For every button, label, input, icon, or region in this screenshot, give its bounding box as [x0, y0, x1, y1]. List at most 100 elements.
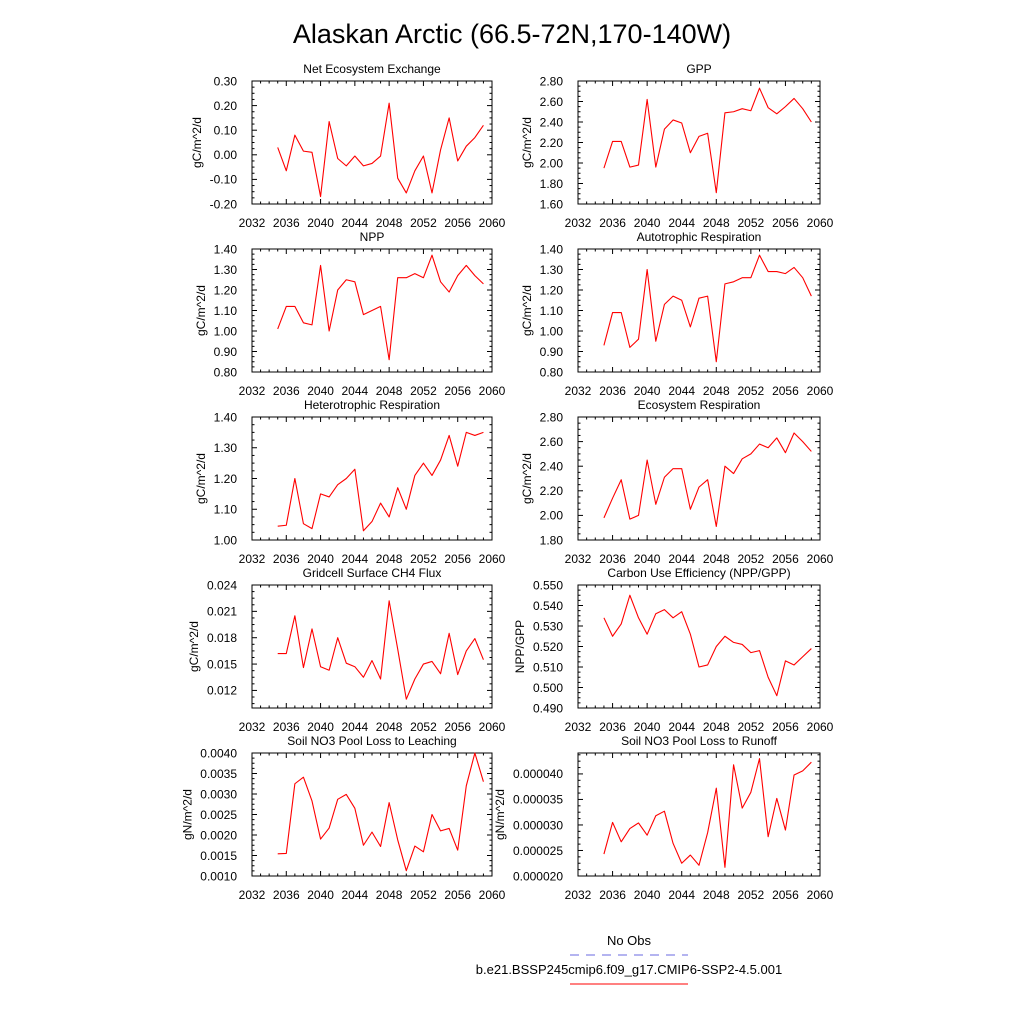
y-tick-label: 2.20 — [540, 136, 564, 150]
y-tick-label: 1.10 — [540, 304, 564, 318]
y-tick-label: 0.0010 — [200, 869, 237, 883]
panel-npp: NPP 2032 2036 2040 2044 2048 2052 2056 2060 0.80 0… — [194, 230, 506, 398]
y-axis-label: gC/m^2/d — [194, 453, 208, 504]
x-tick-label: 2060 — [479, 720, 506, 734]
x-tick-label: 2052 — [738, 888, 765, 902]
x-tick-label: 2044 — [668, 888, 695, 902]
y-tick-label: 0.80 — [540, 365, 564, 379]
y-axis-label: gC/m^2/d — [187, 621, 201, 672]
x-tick-label: 2044 — [668, 552, 695, 566]
y-tick-label: 1.00 — [214, 533, 238, 547]
x-tick-label: 2048 — [703, 216, 730, 230]
x-tick-label: 2040 — [634, 384, 661, 398]
y-tick-label: 2.20 — [540, 484, 564, 498]
y-tick-label: -0.10 — [210, 173, 238, 187]
panel-title: Heterotrophic Respiration — [304, 398, 440, 412]
x-tick-label: 2048 — [703, 888, 730, 902]
series-line — [603, 432, 812, 528]
y-axis-label: gN/m^2/d — [493, 789, 507, 840]
panel-net-ecosystem-exchange: Net Ecosystem Exchange 2032 2036 2040 2044 20… — [190, 62, 506, 230]
panel-ecosystem-respiration: Ecosystem Respiration 2032 2036 2040 2044 204… — [520, 398, 834, 566]
x-tick-label: 2060 — [807, 888, 834, 902]
y-tick-label: 2.60 — [540, 435, 564, 449]
y-tick-label: 0.0035 — [200, 767, 237, 781]
y-tick-label: 1.20 — [214, 283, 238, 297]
y-tick-label: 2.80 — [540, 74, 564, 88]
y-tick-label: 0.0020 — [200, 828, 237, 842]
legend-label-no-obs: No Obs — [607, 933, 652, 948]
x-tick-label: 2048 — [703, 720, 730, 734]
y-tick-label: 0.490 — [533, 701, 563, 715]
x-tick-label: 2032 — [239, 552, 266, 566]
y-tick-label: 1.40 — [214, 242, 238, 256]
x-tick-label: 2036 — [273, 888, 300, 902]
y-tick-label: 0.0040 — [200, 746, 237, 760]
x-tick-label: 2048 — [703, 384, 730, 398]
panel-title: Soil NO3 Pool Loss to Leaching — [287, 734, 456, 748]
y-tick-label: 1.30 — [214, 441, 238, 455]
x-tick-label: 2056 — [772, 888, 799, 902]
y-tick-label: 0.20 — [214, 99, 238, 113]
x-tick-label: 2032 — [565, 384, 592, 398]
x-tick-label: 2052 — [410, 888, 437, 902]
x-tick-label: 2044 — [668, 216, 695, 230]
x-tick-label: 2040 — [307, 216, 334, 230]
x-tick-label: 2032 — [239, 384, 266, 398]
x-tick-label: 2036 — [599, 720, 626, 734]
x-tick-label: 2040 — [634, 888, 661, 902]
y-tick-label: 0.10 — [214, 124, 238, 138]
y-tick-label: 2.00 — [540, 156, 564, 170]
legend-label-model-run: b.e21.BSSP245cmip6.f09_g17.CMIP6-SSP2-4.… — [476, 962, 782, 977]
y-tick-label: 2.40 — [540, 115, 564, 129]
x-tick-label: 2056 — [444, 552, 471, 566]
y-tick-label: 0.000025 — [513, 844, 563, 858]
series-line — [603, 254, 812, 363]
x-tick-label: 2036 — [599, 384, 626, 398]
x-tick-label: 2060 — [807, 384, 834, 398]
y-axis-label: gC/m^2/d — [190, 117, 204, 168]
y-tick-label: 1.00 — [540, 324, 564, 338]
x-tick-label: 2032 — [565, 216, 592, 230]
series-line — [603, 758, 812, 868]
panels: Net Ecosystem Exchange 2032 2036 2040 2044 20… — [180, 62, 833, 902]
y-tick-label: 0.0015 — [200, 849, 237, 863]
figure-title: Alaskan Arctic (66.5-72N,170-140W) — [293, 19, 731, 49]
y-tick-label: 0.540 — [533, 599, 563, 613]
x-tick-label: 2044 — [342, 552, 369, 566]
x-tick-label: 2048 — [376, 720, 403, 734]
legend-entry-model-run: b.e21.BSSP245cmip6.f09_g17.CMIP6-SSP2-4.… — [476, 962, 782, 985]
y-tick-label: 1.30 — [540, 263, 564, 277]
x-tick-label: 2056 — [444, 888, 471, 902]
y-tick-label: 1.80 — [540, 533, 564, 547]
x-tick-label: 2040 — [634, 552, 661, 566]
panel-heterotrophic-respiration: Heterotrophic Respiration 2032 2036 2040 204… — [194, 398, 506, 566]
y-tick-label: 1.60 — [540, 197, 564, 211]
y-tick-label: 2.00 — [540, 509, 564, 523]
legend-entry-no-obs: No Obs — [570, 933, 688, 956]
x-tick-label: 2052 — [738, 216, 765, 230]
y-tick-label: 2.40 — [540, 460, 564, 474]
x-tick-label: 2032 — [239, 720, 266, 734]
y-tick-label: 1.10 — [214, 304, 238, 318]
series-line — [277, 254, 484, 361]
y-tick-label: 0.021 — [207, 605, 237, 619]
series-line — [277, 600, 484, 700]
x-tick-label: 2032 — [565, 552, 592, 566]
panel-autotrophic-respiration: Autotrophic Respiration 2032 2036 2040 2044 2… — [520, 230, 834, 398]
y-tick-label: 0.90 — [540, 345, 564, 359]
x-tick-label: 2056 — [444, 720, 471, 734]
y-tick-label: 0.90 — [214, 345, 238, 359]
x-tick-label: 2032 — [565, 720, 592, 734]
y-tick-label: 0.0025 — [200, 808, 237, 822]
y-axis-label: gC/m^2/d — [520, 453, 534, 504]
x-tick-label: 2036 — [599, 888, 626, 902]
x-tick-label: 2052 — [738, 552, 765, 566]
x-tick-label: 2056 — [772, 720, 799, 734]
y-tick-label: 1.40 — [540, 242, 564, 256]
x-tick-label: 2044 — [342, 720, 369, 734]
x-tick-label: 2052 — [410, 384, 437, 398]
x-tick-label: 2040 — [634, 720, 661, 734]
y-tick-label: 0.000035 — [513, 793, 563, 807]
panel-gridcell-surface-ch4-flux: Gridcell Surface CH4 Flux 2032 2036 2040 204… — [187, 566, 506, 734]
